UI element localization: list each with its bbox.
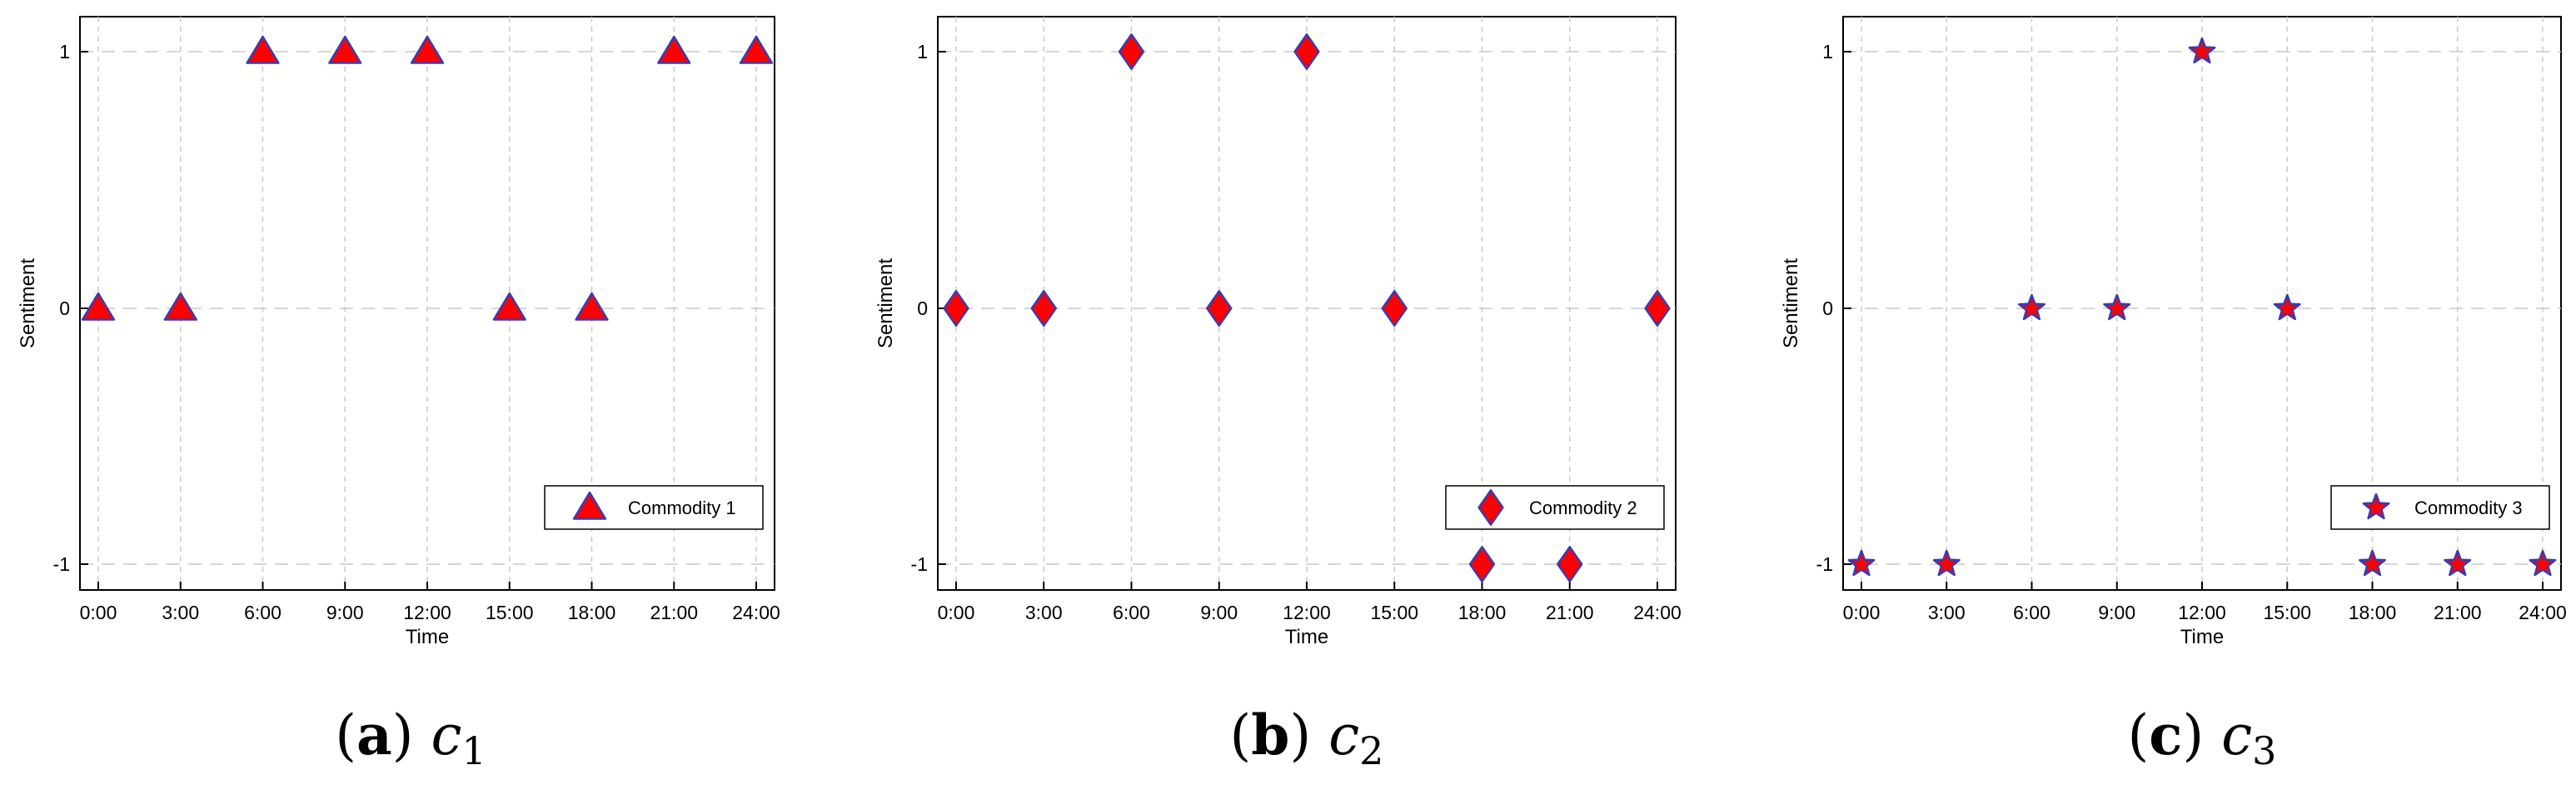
legend-label: Commodity 3 <box>2414 498 2523 518</box>
y-tick-label: 1 <box>59 41 70 62</box>
data-point <box>1206 290 1233 327</box>
legend: Commodity 3 <box>2330 485 2550 530</box>
x-tick-label: 3:00 <box>1928 602 1966 623</box>
subfigure-caption: (b) c2 <box>1230 702 1384 773</box>
data-point <box>1293 33 1320 70</box>
data-point <box>163 292 197 321</box>
y-tick-label: 0 <box>917 298 928 319</box>
y-tick-label: -1 <box>911 553 928 575</box>
x-tick-label: 24:00 <box>1633 602 1682 623</box>
x-tick-label: 6:00 <box>2013 602 2050 623</box>
x-axis-label: Time <box>2180 626 2224 648</box>
chart-panel-3: 0:00 3:00 6:00 9:00 12:00 15:00 18:00 21:00 24:0… <box>1780 16 2567 773</box>
data-point <box>2273 293 2301 321</box>
y-tick-label: 0 <box>59 298 70 319</box>
data-point <box>1932 549 1961 577</box>
data-point <box>1557 546 1583 582</box>
data-point <box>1468 546 1496 582</box>
x-tick-label: 12:00 <box>1283 602 1331 623</box>
data-point <box>657 35 691 64</box>
x-tick-label: 15:00 <box>2263 602 2311 623</box>
x-tick-label: 0:00 <box>938 602 975 623</box>
x-tick-label: 12:00 <box>2178 602 2226 623</box>
legend-marker <box>1477 489 1504 526</box>
x-tick-label: 9:00 <box>1200 602 1238 623</box>
data-point <box>410 35 445 64</box>
data-point <box>739 35 774 64</box>
x-tick-label: 18:00 <box>2349 602 2397 623</box>
data-point <box>575 292 609 321</box>
x-tick-label: 18:00 <box>1458 602 1507 623</box>
y-tick-label: 0 <box>1822 298 1833 319</box>
x-tick-label: 15:00 <box>486 602 534 623</box>
data-point <box>2529 549 2557 577</box>
data-point <box>2444 549 2472 577</box>
legend-marker <box>572 491 607 520</box>
x-tick-label: 21:00 <box>2434 602 2482 623</box>
legend: Commodity 2 <box>1445 485 1665 530</box>
x-tick-label: 6:00 <box>1113 602 1150 623</box>
data-point <box>943 290 969 327</box>
x-axis-label: Time <box>1285 626 1328 648</box>
x-tick-label: 9:00 <box>2098 602 2135 623</box>
subfigure-caption: (c) c3 <box>2128 702 2277 773</box>
chart-panel-1: 0:00 3:00 6:00 9:00 12:00 15:00 18:00 21:00 24:0… <box>17 16 780 773</box>
y-axis-label: Sentiment <box>1780 258 1802 348</box>
legend-label: Commodity 1 <box>628 498 736 518</box>
x-tick-label: 24:00 <box>732 602 780 623</box>
y-tick-label: -1 <box>53 553 70 575</box>
data-point <box>328 35 362 64</box>
data-point <box>246 35 280 64</box>
x-tick-label: 6:00 <box>244 602 282 623</box>
y-tick-label: 1 <box>1822 41 1833 62</box>
x-tick-label: 12:00 <box>403 602 451 623</box>
legend-marker <box>2362 492 2390 520</box>
x-tick-label: 0:00 <box>1843 602 1881 623</box>
data-point <box>1847 549 1876 577</box>
data-point <box>1118 33 1145 70</box>
x-tick-label: 21:00 <box>1546 602 1594 623</box>
chart-panel-2: 0:00 3:00 6:00 9:00 12:00 15:00 18:00 21:00 24:0… <box>874 16 1682 773</box>
x-tick-label: 0:00 <box>80 602 117 623</box>
data-point <box>2359 549 2386 577</box>
x-tick-label: 3:00 <box>162 602 199 623</box>
data-point <box>2018 293 2045 321</box>
legend: Commodity 1 <box>544 485 764 530</box>
data-point <box>1381 290 1408 327</box>
data-point <box>2103 293 2131 321</box>
y-tick-label: 1 <box>917 41 928 62</box>
data-point <box>1030 290 1057 327</box>
x-tick-label: 15:00 <box>1370 602 1418 623</box>
y-tick-label: -1 <box>1816 553 1833 575</box>
y-axis-label: Sentiment <box>17 258 39 348</box>
x-tick-label: 18:00 <box>568 602 616 623</box>
data-point <box>81 292 116 321</box>
x-tick-label: 3:00 <box>1025 602 1063 623</box>
x-tick-label: 9:00 <box>326 602 364 623</box>
y-axis-label: Sentiment <box>874 258 897 348</box>
data-point <box>2188 37 2216 64</box>
x-tick-label: 21:00 <box>650 602 698 623</box>
x-tick-label: 24:00 <box>2519 602 2567 623</box>
subfigure-caption: (a) c1 <box>335 702 486 773</box>
data-point <box>1644 290 1671 327</box>
legend-label: Commodity 2 <box>1529 498 1637 518</box>
x-axis-label: Time <box>406 626 449 648</box>
data-point <box>492 292 526 321</box>
